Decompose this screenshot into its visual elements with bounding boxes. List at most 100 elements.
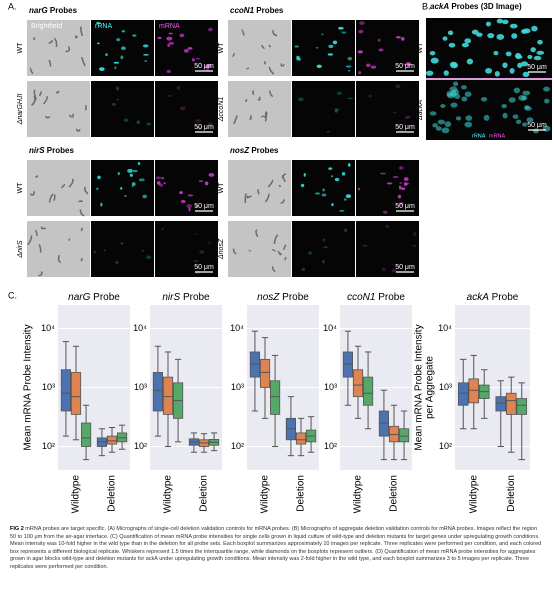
cell <box>461 42 469 48</box>
cell <box>513 87 521 94</box>
gene-name: ccoN1 <box>230 6 255 15</box>
cell <box>40 226 47 230</box>
cell <box>448 42 456 48</box>
cell <box>531 25 538 32</box>
box <box>70 372 82 415</box>
cell <box>196 126 203 131</box>
group-title: ccoN1 Probes <box>230 6 284 15</box>
y-tick-label: 10² <box>324 441 337 451</box>
cell <box>406 62 410 66</box>
cell <box>115 260 119 264</box>
title-suffix: Probe <box>492 292 519 303</box>
cell <box>511 33 518 39</box>
cell <box>524 106 532 111</box>
cell <box>381 267 386 272</box>
row-label: WT <box>218 42 225 54</box>
image-bg <box>228 81 291 137</box>
cell <box>96 22 101 25</box>
cell <box>327 53 333 56</box>
title-suffix: Probe <box>183 292 210 303</box>
cell <box>268 90 274 98</box>
y-tick-label: 10³ <box>324 382 337 392</box>
group-title: narG Probes <box>29 6 78 15</box>
cell <box>386 182 393 185</box>
channel-label: rRNA <box>95 23 112 30</box>
cell <box>284 256 287 261</box>
cell <box>257 189 260 195</box>
cell <box>198 180 204 183</box>
image-bg <box>228 20 291 76</box>
cell <box>357 187 361 191</box>
cell <box>544 98 550 104</box>
scale-label: 50 μm <box>527 122 547 129</box>
cell <box>231 53 236 57</box>
cell <box>255 229 259 238</box>
x-tick-label: Deletion <box>296 475 307 512</box>
panel-label: C. <box>8 290 17 300</box>
cell <box>55 90 60 94</box>
y-tick-label: 10³ <box>439 382 452 392</box>
caption-label: FIG 2 <box>10 526 24 532</box>
cell <box>264 112 267 122</box>
micrograph <box>27 20 90 76</box>
cell <box>68 178 74 188</box>
cell <box>315 46 319 49</box>
cell <box>400 187 406 191</box>
row-label: ΔnosZ <box>218 238 225 260</box>
image-bg <box>292 160 355 216</box>
x-tick-label: Deletion <box>389 475 400 512</box>
cell <box>308 251 312 255</box>
micrograph <box>228 81 291 137</box>
cell <box>114 66 117 70</box>
cell <box>429 111 437 116</box>
cell <box>280 199 285 204</box>
gene-name: nirS <box>162 292 180 303</box>
y-tick-label: 10² <box>134 441 147 451</box>
cell <box>260 44 265 49</box>
cell <box>527 54 533 60</box>
gene-name: ackA <box>467 292 490 303</box>
cell <box>281 173 287 179</box>
cell <box>440 103 446 109</box>
cell <box>522 28 531 34</box>
image-bg <box>27 160 90 216</box>
image-bg <box>155 81 218 137</box>
y-tick-label: 10² <box>231 441 244 451</box>
cell <box>113 61 120 64</box>
cell <box>35 175 39 178</box>
cell <box>278 184 282 187</box>
title-suffix: Probe <box>282 292 309 303</box>
cell <box>450 102 458 108</box>
cell <box>246 195 252 199</box>
cell <box>526 117 534 123</box>
cell <box>326 130 330 133</box>
box <box>468 378 480 404</box>
cell <box>512 114 519 119</box>
cell <box>117 172 120 176</box>
group-title: nosZ Probes <box>230 146 279 155</box>
cell <box>358 71 362 75</box>
image-bg <box>228 221 291 277</box>
box <box>352 369 364 398</box>
cell <box>120 186 123 190</box>
cell <box>345 194 352 199</box>
cell <box>501 19 509 25</box>
cell <box>245 98 248 103</box>
row-label: WT <box>218 182 225 194</box>
cell <box>509 68 515 74</box>
cell <box>33 37 36 41</box>
cell <box>48 59 52 67</box>
y-tick-label: 10⁴ <box>230 323 244 333</box>
cell <box>520 61 528 67</box>
cell <box>111 102 116 106</box>
box <box>457 382 469 406</box>
cell <box>131 182 136 187</box>
cell <box>38 91 43 97</box>
box <box>249 351 261 378</box>
cell <box>400 37 405 41</box>
box <box>162 376 174 415</box>
cell <box>27 235 33 246</box>
cell <box>397 194 402 199</box>
cell <box>455 116 462 121</box>
cell <box>60 183 66 189</box>
